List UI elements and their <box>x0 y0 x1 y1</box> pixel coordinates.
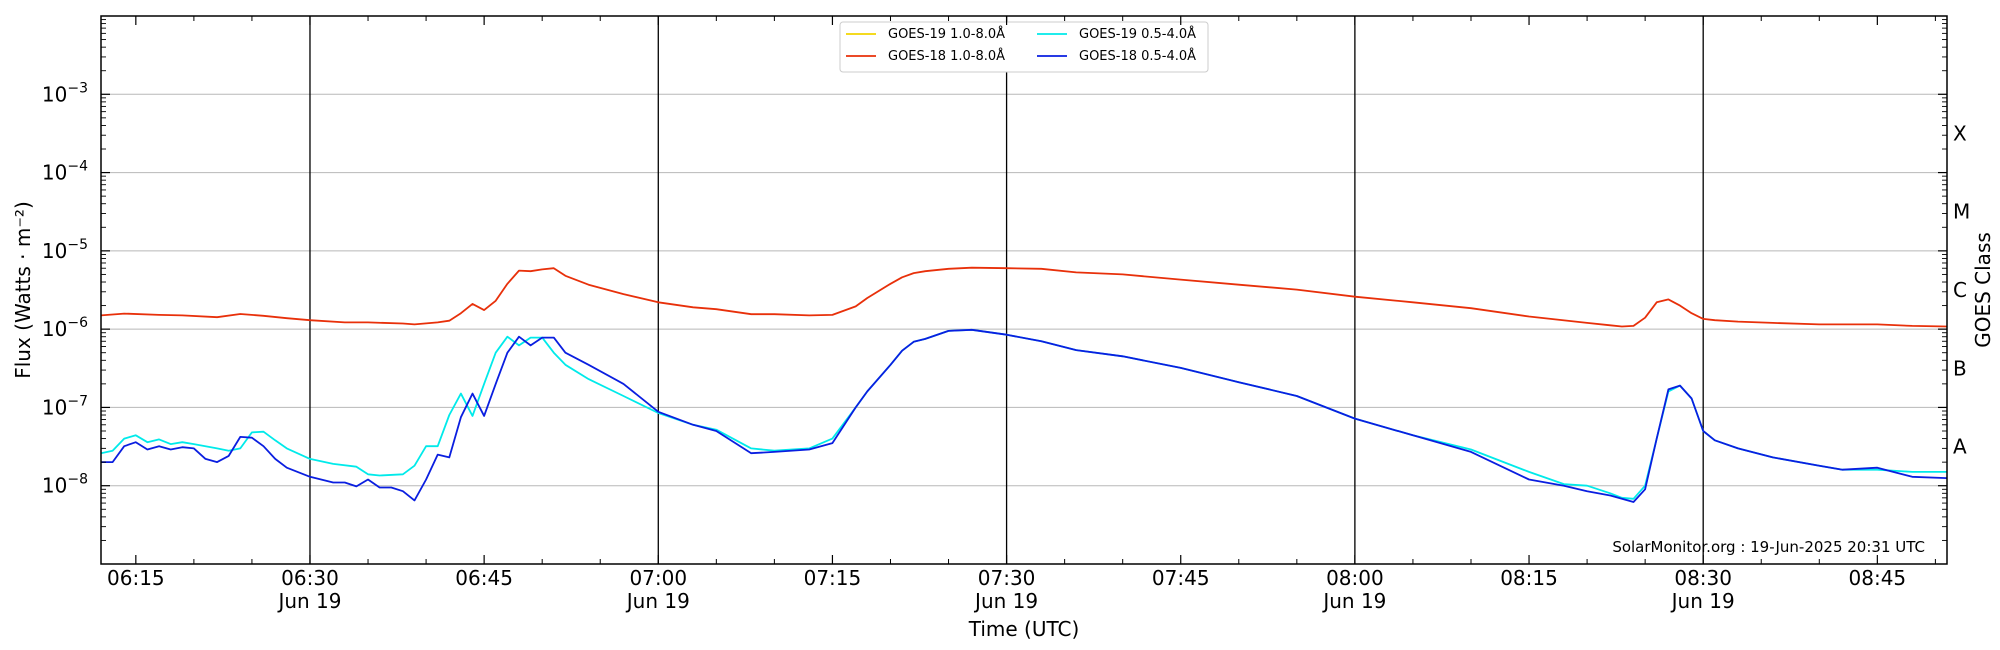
y2-axis-title: GOES Class <box>1971 232 1995 348</box>
y-tick-label: 10−7 <box>42 393 88 419</box>
legend-label: GOES-18 0.5-4.0Å <box>1079 48 1196 64</box>
legend-label: GOES-19 1.0-8.0Å <box>888 26 1005 42</box>
goes-class-label: A <box>1953 435 1967 459</box>
day-marker-lines <box>309 16 1704 564</box>
x-axis-title: Time (UTC) <box>968 617 1080 641</box>
series-lines <box>100 266 1948 503</box>
legend-label: GOES-19 0.5-4.0Å <box>1079 26 1196 42</box>
legend: GOES-19 1.0-8.0Å GOES-19 0.5-4.0Å GOES-18 … <box>839 21 1209 73</box>
x-tick-label: 07:15 <box>804 566 862 590</box>
goes-class-label: X <box>1953 121 1967 145</box>
x-tick-label: 06:30 <box>281 566 339 590</box>
y-tick-label: 10−3 <box>42 80 88 106</box>
x-tick-date-label: Jun 19 <box>276 589 341 613</box>
gridlines <box>101 93 1947 487</box>
axes <box>100 15 1948 565</box>
x-tick-label: 07:00 <box>629 566 687 590</box>
y-axis-title: Flux (Watts · m⁻²) <box>11 201 35 379</box>
goes-class-label: B <box>1953 356 1967 380</box>
x-tick-date-label: Jun 19 <box>973 589 1038 613</box>
y-tick-label: 10−8 <box>42 472 88 498</box>
goes-class-label: M <box>1953 200 1970 224</box>
series-line <box>100 328 1947 500</box>
x-tick-label: 07:30 <box>978 566 1036 590</box>
goes-class-label: C <box>1953 278 1967 302</box>
credit-text: SolarMonitor.org : 19-Jun-2025 20:31 UTC <box>1612 538 1925 556</box>
legend-box <box>839 21 1209 73</box>
series-line <box>100 266 1948 328</box>
x-tick-label: 08:15 <box>1500 566 1558 590</box>
y-tick-label: 10−5 <box>42 237 88 263</box>
legend-label: GOES-18 1.0-8.0Å <box>888 48 1005 64</box>
series-line <box>101 328 1948 503</box>
x-tick-label: 08:00 <box>1326 566 1384 590</box>
x-tick-label: 06:15 <box>107 566 165 590</box>
x-tick-label: 07:45 <box>1152 566 1210 590</box>
x-tick-date-label: Jun 19 <box>625 589 690 613</box>
x-tick-date-label: Jun 19 <box>1321 589 1386 613</box>
x-tick-date-label: Jun 19 <box>1670 589 1735 613</box>
x-tick-label: 08:45 <box>1849 566 1907 590</box>
x-tick-label: 08:30 <box>1674 566 1732 590</box>
plot-frame <box>100 15 1948 565</box>
x-tick-label: 06:45 <box>455 566 513 590</box>
y-tick-label: 10−6 <box>42 315 88 341</box>
y-tick-label: 10−4 <box>42 159 88 185</box>
